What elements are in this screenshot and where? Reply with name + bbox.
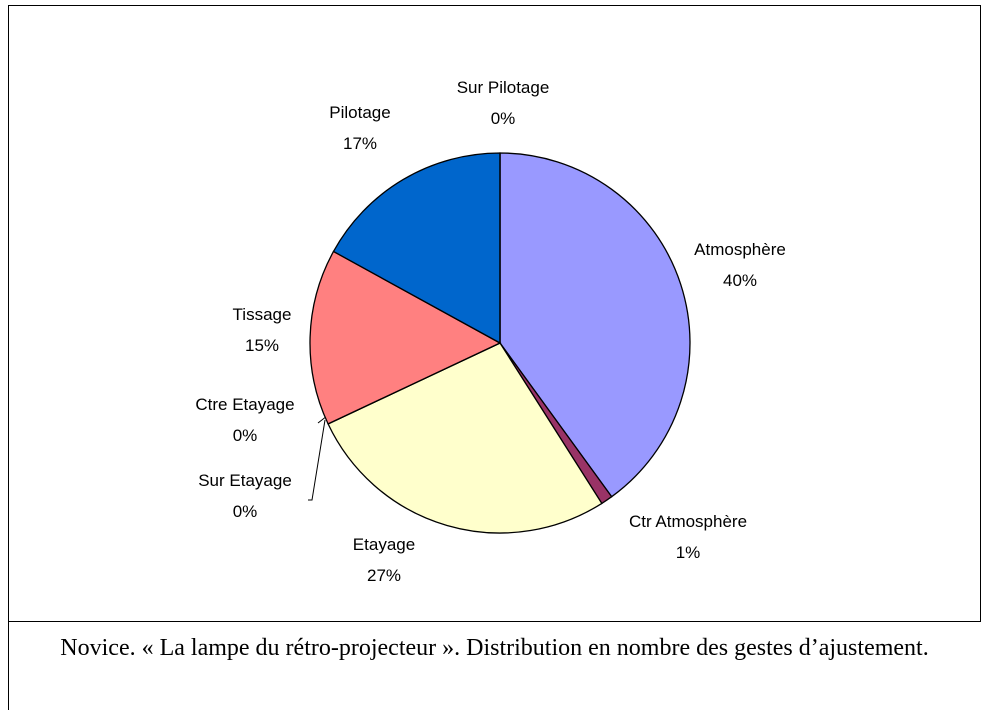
slice-value-label: 17% <box>343 134 377 153</box>
slice-label: Etayage <box>353 535 415 554</box>
slice-value-label: 15% <box>245 336 279 355</box>
pie-slice <box>309 250 502 425</box>
slice-value-label: 0% <box>233 426 258 445</box>
slice-label: Sur Pilotage <box>457 78 550 97</box>
slice-label: Ctre Etayage <box>195 395 294 414</box>
slice-label: Pilotage <box>329 103 390 122</box>
slice-value-label: 0% <box>233 502 258 521</box>
caption: Novice. « La lampe du rétro-projecteur »… <box>8 622 980 710</box>
slice-value-label: 0% <box>491 109 516 128</box>
slice-label: Ctr Atmosphère <box>629 512 747 531</box>
pie-slice <box>327 342 603 534</box>
slice-label: Tissage <box>233 305 292 324</box>
slice-label: Atmosphère <box>694 240 786 259</box>
slice-value-label: 1% <box>676 543 701 562</box>
slice-label: Sur Etayage <box>198 471 292 490</box>
pie-slice <box>499 152 691 498</box>
slice-value-label: 27% <box>367 566 401 585</box>
pie-slice <box>332 152 501 345</box>
leader-line <box>308 419 326 501</box>
chart: Atmosphère 40% Ctr Atmosphère 1% Etayage 27% S… <box>8 5 981 622</box>
slice-value-label: 40% <box>723 271 757 290</box>
